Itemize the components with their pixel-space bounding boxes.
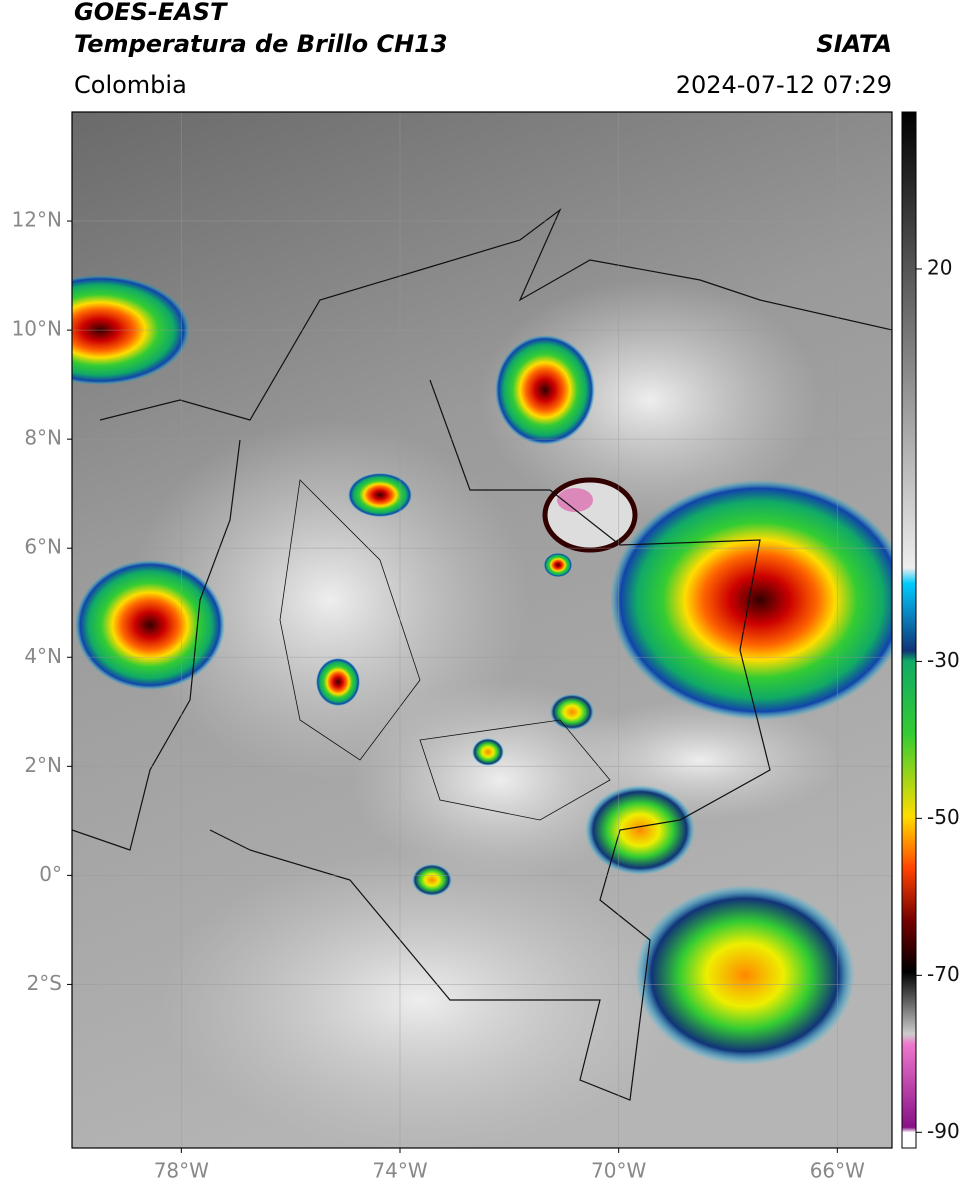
x-tick-label: 70°W xyxy=(591,1159,646,1183)
x-tick-label: 74°W xyxy=(372,1159,427,1183)
colorbar-tick-label: -70 xyxy=(927,962,960,986)
x-tick-label: 66°W xyxy=(810,1159,865,1183)
subtitle: Temperatura de Brillo CH13 xyxy=(74,30,448,58)
y-tick-label: 12°N xyxy=(12,208,62,232)
colorbar-tick-label: -50 xyxy=(927,805,960,829)
y-tick-label: 2°S xyxy=(27,971,62,995)
datetime: 2024-07-12 07:29 xyxy=(676,71,892,99)
x-tick-label: 78°W xyxy=(154,1159,209,1183)
y-tick-label: 10°N xyxy=(12,317,62,341)
colorbar xyxy=(901,111,917,1149)
y-tick-label: 6°N xyxy=(24,535,62,559)
region: Colombia xyxy=(74,71,187,99)
plot-frame xyxy=(71,111,893,1149)
y-tick-label: 8°N xyxy=(24,426,62,450)
colorbar-tick-label: 20 xyxy=(927,255,952,279)
colorbar-tick-label: -30 xyxy=(927,648,960,672)
source: SIATA xyxy=(816,30,892,58)
y-tick-label: 0° xyxy=(39,862,62,886)
satellite-image xyxy=(72,112,892,1148)
y-tick-label: 2°N xyxy=(24,753,62,777)
title: GOES-EAST xyxy=(74,0,228,26)
colorbar-tick-label: -90 xyxy=(927,1119,960,1143)
y-tick-label: 4°N xyxy=(24,644,62,668)
